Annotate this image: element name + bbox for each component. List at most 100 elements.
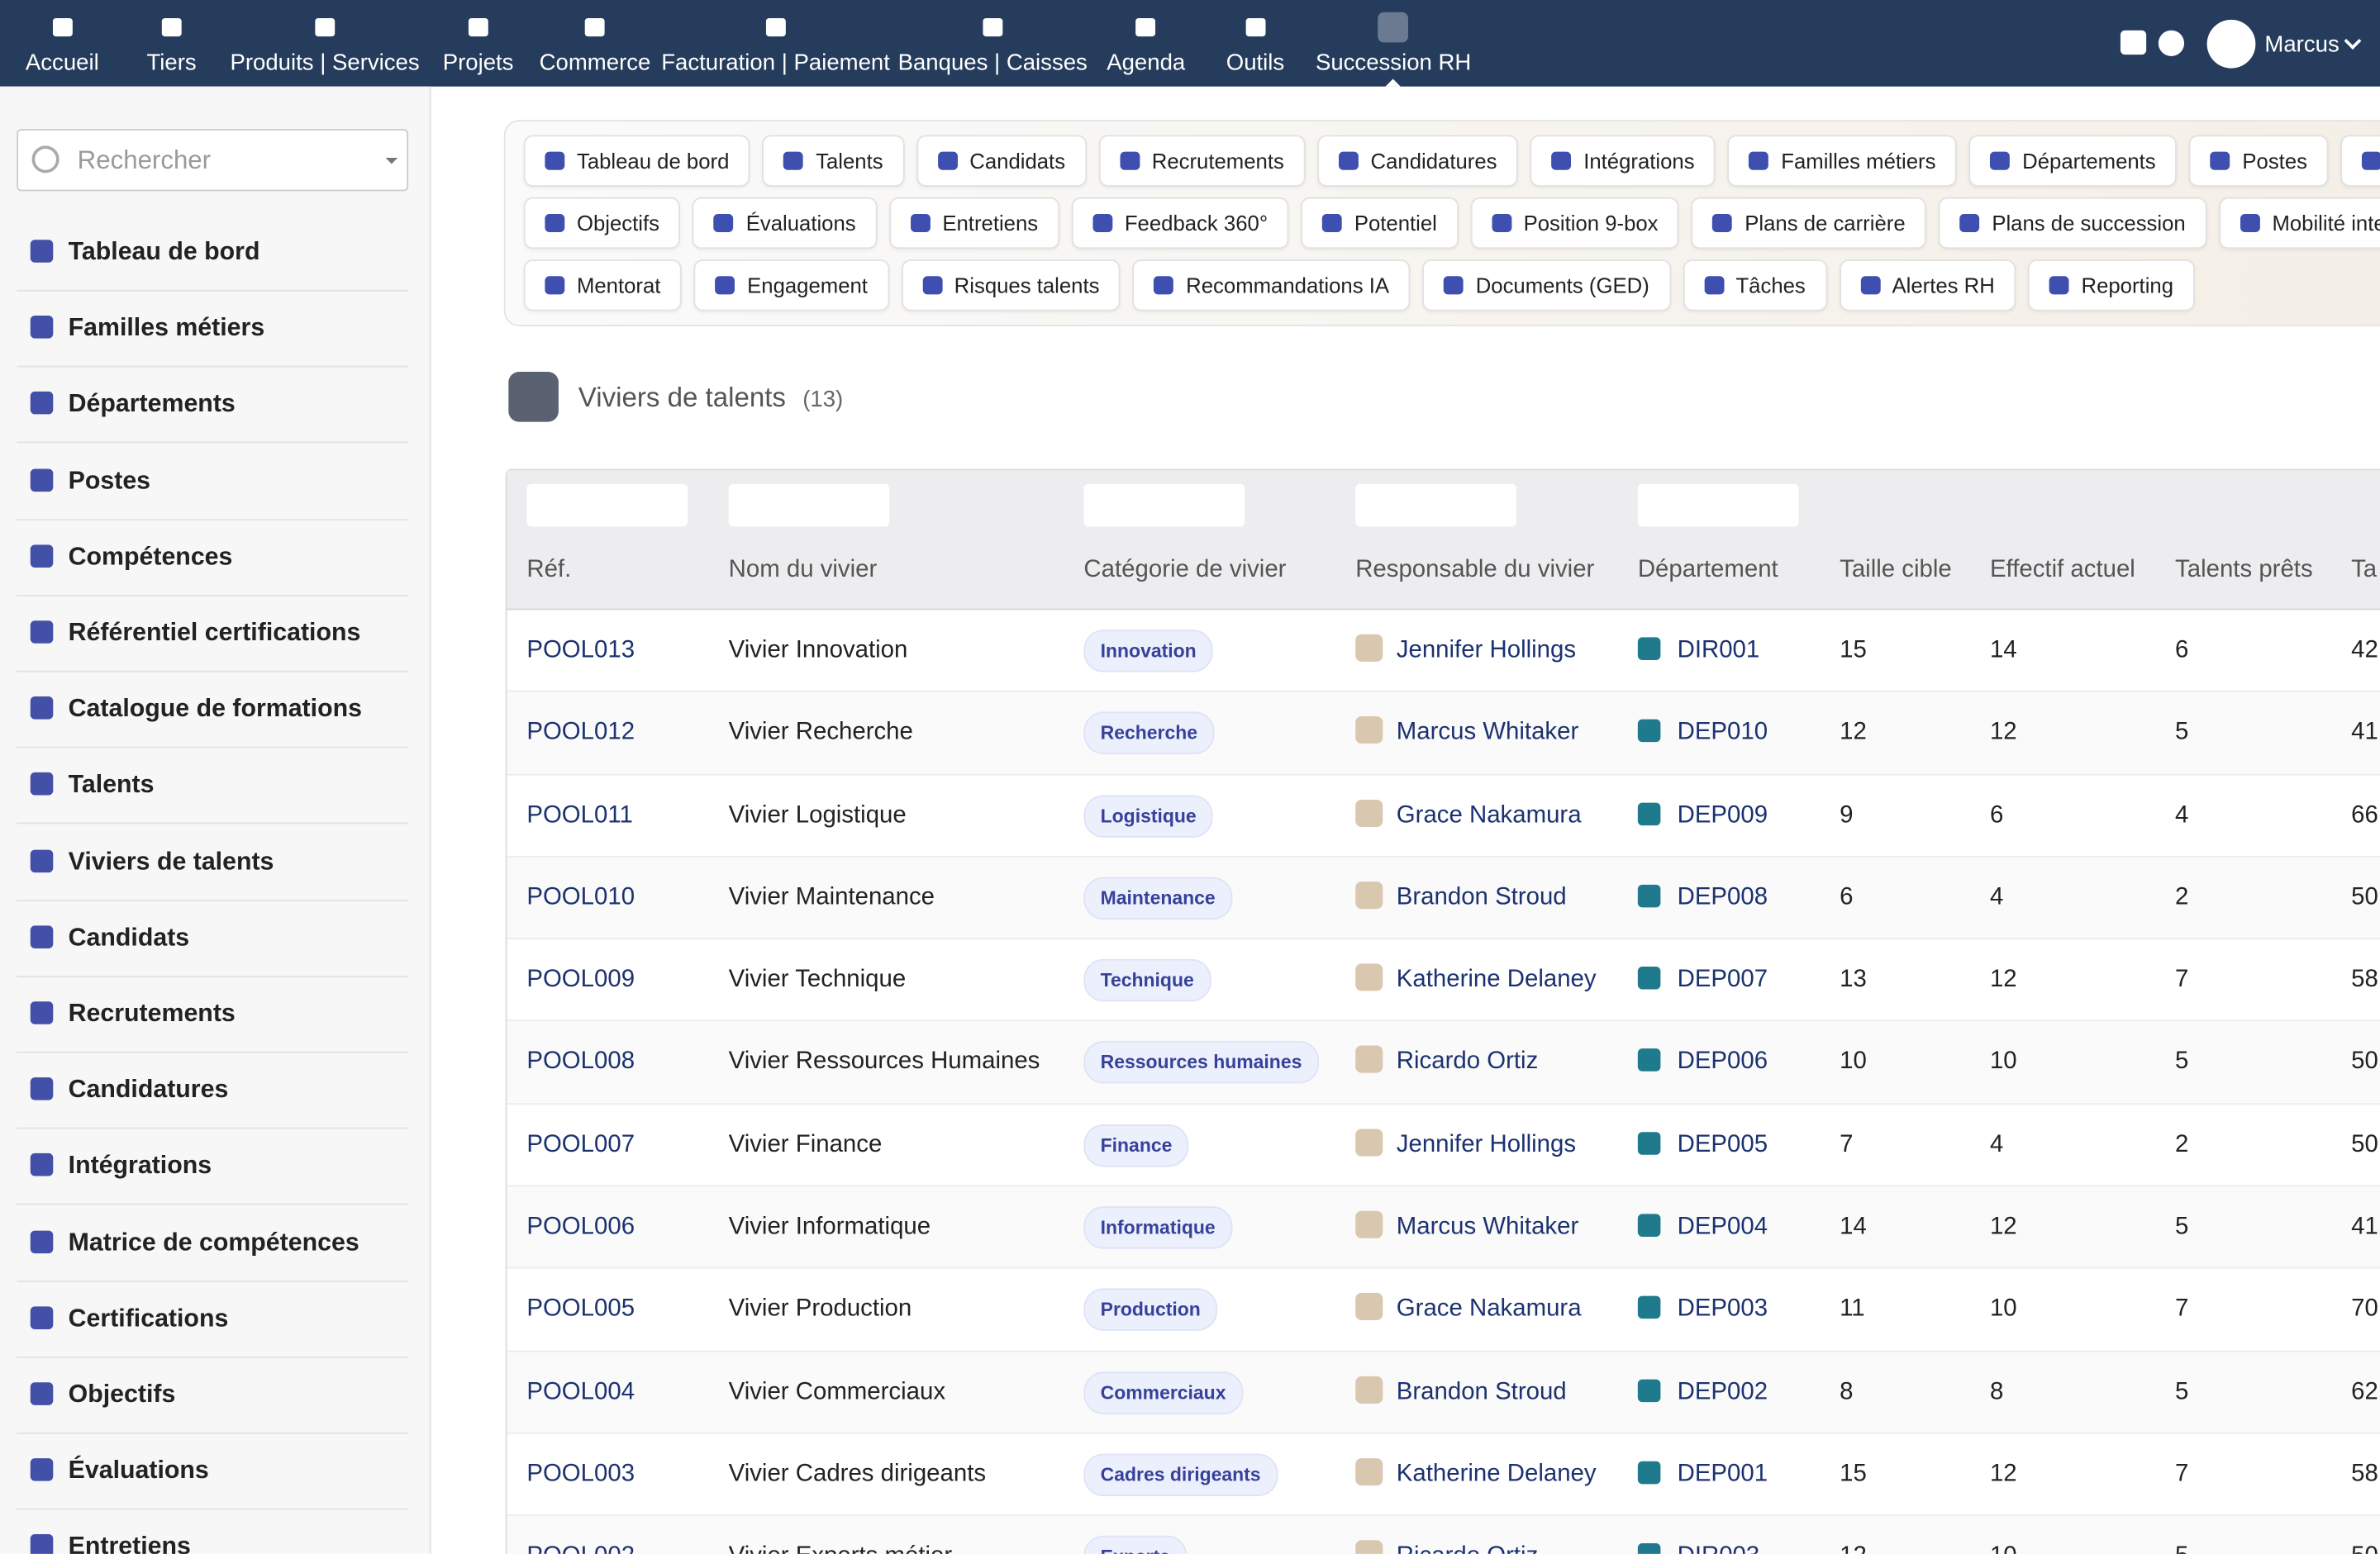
pool-ref[interactable]: POOL012 bbox=[526, 720, 635, 746]
tab-chip[interactable]: Potentiel bbox=[1301, 197, 1459, 249]
nav-item[interactable]: Commerce bbox=[540, 0, 650, 87]
sidebar-item[interactable]: Référentiel certifications bbox=[17, 596, 409, 672]
department-code[interactable]: DEP007 bbox=[1677, 967, 1768, 993]
tab-chip[interactable]: Plans de succession bbox=[1939, 197, 2207, 249]
tab-chip[interactable]: Intégrations bbox=[1530, 135, 1716, 187]
column-header[interactable]: Taille cible bbox=[1840, 557, 1952, 583]
user-caret[interactable] bbox=[2344, 32, 2362, 50]
department-code[interactable]: DIR001 bbox=[1677, 637, 1760, 663]
tab-chip[interactable]: Risques talents bbox=[901, 259, 1121, 311]
manager-name[interactable]: Marcus Whitaker bbox=[1396, 720, 1579, 746]
filter-input[interactable] bbox=[1637, 483, 1799, 527]
search-box[interactable]: Rechercher bbox=[17, 129, 409, 192]
pool-ref[interactable]: POOL003 bbox=[526, 1461, 635, 1487]
department-code[interactable]: DEP006 bbox=[1677, 1049, 1768, 1076]
department-code[interactable]: DEP009 bbox=[1677, 801, 1768, 829]
manager-name[interactable]: Ricardo Ortiz bbox=[1396, 1049, 1539, 1076]
nav-item[interactable]: Projets bbox=[443, 0, 513, 87]
manager-name[interactable]: Brandon Stroud bbox=[1396, 884, 1567, 910]
sidebar-item[interactable]: Entretiens bbox=[17, 1510, 408, 1554]
pool-ref[interactable]: POOL011 bbox=[526, 801, 633, 829]
department-code[interactable]: DEP002 bbox=[1677, 1378, 1768, 1405]
filter-input[interactable] bbox=[1355, 483, 1516, 527]
tab-chip[interactable]: Alertes RH bbox=[1839, 259, 2016, 311]
tab-chip[interactable]: Familles métiers bbox=[1728, 135, 1958, 187]
manager-name[interactable]: Brandon Stroud bbox=[1396, 1378, 1567, 1405]
sidebar-item[interactable]: Catalogue de formations bbox=[17, 672, 409, 748]
department-code[interactable]: DEP001 bbox=[1677, 1461, 1768, 1487]
sidebar-item[interactable]: Talents bbox=[17, 748, 409, 825]
help-icon[interactable] bbox=[2158, 30, 2185, 56]
sidebar-item[interactable]: Objectifs bbox=[17, 1358, 409, 1434]
manager-name[interactable]: Jennifer Hollings bbox=[1396, 637, 1577, 663]
column-header[interactable]: Ta bbox=[2351, 557, 2378, 583]
tab-chip[interactable]: Mentorat bbox=[523, 259, 683, 311]
tab-chip[interactable]: Feedback 360° bbox=[1071, 197, 1289, 249]
tab-chip[interactable]: Engagement bbox=[693, 259, 889, 311]
pool-ref[interactable]: POOL002 bbox=[526, 1543, 635, 1553]
print-icon[interactable] bbox=[2120, 30, 2147, 55]
sidebar-item[interactable]: Certifications bbox=[17, 1282, 409, 1358]
sidebar-item[interactable]: Candidatures bbox=[17, 1053, 409, 1129]
user-name[interactable]: Marcus bbox=[2264, 31, 2340, 58]
tab-chip[interactable]: Position 9-box bbox=[1470, 197, 1680, 249]
column-header[interactable]: Réf. bbox=[526, 557, 572, 583]
tab-chip[interactable]: Reporting bbox=[2028, 259, 2195, 311]
department-code[interactable]: DEP005 bbox=[1677, 1131, 1768, 1158]
filter-input[interactable] bbox=[526, 483, 688, 527]
manager-name[interactable]: Marcus Whitaker bbox=[1396, 1214, 1579, 1240]
sidebar-item[interactable]: Évaluations bbox=[17, 1434, 409, 1510]
column-header[interactable]: Catégorie de vivier bbox=[1083, 557, 1287, 583]
department-code[interactable]: DEP008 bbox=[1677, 884, 1768, 910]
tab-chip[interactable]: Départements bbox=[1968, 135, 2178, 187]
tab-chip[interactable]: Tableau de bord bbox=[523, 135, 751, 187]
tab-chip[interactable]: Recrutements bbox=[1098, 135, 1306, 187]
column-header[interactable]: Effectif actuel bbox=[1989, 557, 2135, 583]
pool-ref[interactable]: POOL008 bbox=[526, 1049, 635, 1076]
tab-chip[interactable]: Postes bbox=[2189, 135, 2329, 187]
column-header[interactable]: Nom du vivier bbox=[728, 557, 878, 583]
manager-name[interactable]: Katherine Delaney bbox=[1396, 1461, 1597, 1487]
tab-chip[interactable]: Co bbox=[2340, 135, 2380, 187]
user-avatar[interactable] bbox=[2206, 19, 2256, 69]
manager-name[interactable]: Grace Nakamura bbox=[1396, 1296, 1582, 1323]
sidebar-item[interactable]: Viviers de talents bbox=[17, 825, 409, 901]
department-code[interactable]: DEP010 bbox=[1677, 720, 1768, 746]
pool-ref[interactable]: POOL004 bbox=[526, 1378, 635, 1405]
column-header[interactable]: Responsable du vivier bbox=[1355, 557, 1595, 583]
pool-ref[interactable]: POOL007 bbox=[526, 1131, 635, 1158]
sidebar-item[interactable]: Recrutements bbox=[17, 977, 409, 1053]
sidebar-item[interactable]: Compétences bbox=[17, 520, 409, 596]
pool-ref[interactable]: POOL005 bbox=[526, 1296, 635, 1323]
manager-name[interactable]: Ricardo Ortiz bbox=[1397, 1543, 1538, 1553]
nav-item[interactable]: Produits | Services bbox=[230, 0, 420, 87]
tab-chip[interactable]: Mobilité interne bbox=[2219, 197, 2380, 249]
nav-item[interactable]: Banques | Caisses bbox=[898, 0, 1088, 87]
tab-chip[interactable]: Talents bbox=[762, 135, 905, 187]
nav-item[interactable]: Outils bbox=[1226, 0, 1284, 87]
tab-chip[interactable]: Entretiens bbox=[889, 197, 1059, 249]
tab-chip[interactable]: Documents (GED) bbox=[1422, 259, 1671, 311]
tab-chip[interactable]: Objectifs bbox=[523, 197, 681, 249]
manager-name[interactable]: Jennifer Hollings bbox=[1396, 1131, 1577, 1158]
sidebar-item[interactable]: Intégrations bbox=[17, 1129, 409, 1206]
nav-item[interactable]: Succession RH bbox=[1316, 0, 1471, 87]
pool-ref[interactable]: POOL009 bbox=[526, 967, 635, 993]
column-header[interactable]: Département bbox=[1637, 557, 1778, 583]
tab-chip[interactable]: Tâches bbox=[1683, 259, 1827, 311]
sidebar-item[interactable]: Matrice de compétences bbox=[17, 1205, 409, 1282]
department-code[interactable]: DEP004 bbox=[1677, 1214, 1768, 1240]
filter-input[interactable] bbox=[1083, 483, 1245, 527]
nav-item[interactable]: Facturation | Paiement bbox=[661, 0, 890, 87]
sidebar-item[interactable]: Familles métiers bbox=[17, 292, 409, 368]
sidebar-item[interactable]: Candidats bbox=[17, 901, 409, 977]
sidebar-item[interactable]: Tableau de bord bbox=[17, 216, 409, 292]
tab-chip[interactable]: Candidatures bbox=[1317, 135, 1519, 187]
sidebar-item[interactable]: Départements bbox=[17, 368, 409, 444]
tab-chip[interactable]: Recommandations IA bbox=[1132, 259, 1411, 311]
tab-chip[interactable]: Plans de carrière bbox=[1691, 197, 1927, 249]
tab-chip[interactable]: Évaluations bbox=[693, 197, 878, 249]
tab-chip[interactable]: Candidats bbox=[916, 135, 1087, 187]
nav-item[interactable]: Agenda bbox=[1107, 0, 1185, 87]
manager-name[interactable]: Katherine Delaney bbox=[1396, 967, 1597, 993]
